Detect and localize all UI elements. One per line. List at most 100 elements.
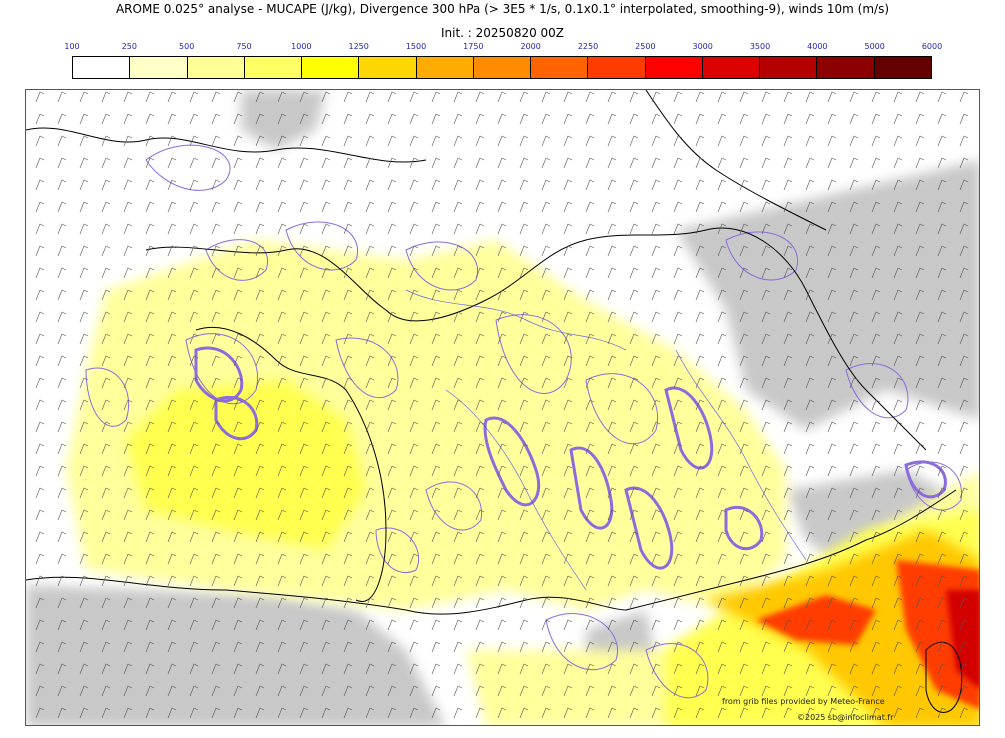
wind-barb [585, 553, 595, 565]
wind-barb [387, 135, 397, 147]
wind-barb [453, 157, 463, 169]
wind-barb [651, 267, 661, 279]
wind-barb [497, 289, 507, 301]
wind-barb [607, 443, 617, 455]
wind-barb [497, 377, 507, 389]
wind-barb [35, 575, 45, 587]
wind-barb [387, 553, 397, 565]
wind-barb [123, 333, 133, 345]
wind-barb [145, 421, 155, 433]
wind-barb [365, 619, 375, 631]
wind-barb [211, 333, 221, 345]
wind-barb [387, 289, 397, 301]
wind-barb [937, 91, 947, 103]
wind-barb [629, 663, 639, 675]
wind-barb [387, 685, 397, 697]
wind-barb [431, 553, 441, 565]
wind-barb [277, 553, 287, 565]
map-panel[interactable] [25, 89, 980, 726]
wind-barb [299, 223, 309, 235]
wind-barb [277, 399, 287, 411]
wind-barb [35, 157, 45, 169]
wind-barb [167, 443, 177, 455]
wind-barb [123, 223, 133, 235]
wind-barb [739, 311, 749, 323]
wind-barb [343, 619, 353, 631]
wind-barb [915, 91, 925, 103]
wind-barb [761, 641, 771, 653]
wind-barb [541, 531, 551, 543]
wind-barb [783, 663, 793, 675]
wind-barb [35, 113, 45, 125]
wind-barb [365, 641, 375, 653]
wind-barb [541, 333, 551, 345]
wind-barb [79, 355, 89, 367]
wind-barb [145, 509, 155, 521]
wind-barb [299, 663, 309, 675]
wind-barb [123, 113, 133, 125]
wind-barb [849, 553, 859, 565]
wind-barb [673, 641, 683, 653]
wind-barb [101, 399, 111, 411]
wind-barb [57, 355, 67, 367]
wind-barb [233, 157, 243, 169]
wind-barb [409, 377, 419, 389]
wind-barb [959, 245, 969, 257]
wind-barb [651, 333, 661, 345]
wind-barb [585, 663, 595, 675]
wind-barb [475, 641, 485, 653]
wind-barb [101, 355, 111, 367]
wind-barb [893, 597, 903, 609]
wind-barb [541, 355, 551, 367]
wind-barb [673, 289, 683, 301]
wind-barb [321, 267, 331, 279]
wind-barb [563, 201, 573, 213]
wind-barb [915, 443, 925, 455]
wind-barb [431, 91, 441, 103]
wind-barb [475, 663, 485, 675]
wind-barb [541, 399, 551, 411]
wind-barb [783, 201, 793, 213]
wind-barb [629, 597, 639, 609]
colorbar-tick-label: 2500 [635, 42, 656, 51]
wind-barb [189, 245, 199, 257]
wind-barb [123, 245, 133, 257]
wind-barb [717, 619, 727, 631]
wind-barb [189, 487, 199, 499]
wind-barb [299, 619, 309, 631]
wind-barb [255, 575, 265, 587]
wind-barb [101, 465, 111, 477]
wind-barb [739, 135, 749, 147]
wind-barb [893, 289, 903, 301]
wind-barb [827, 619, 837, 631]
wind-barb [321, 91, 331, 103]
wind-barb [387, 311, 397, 323]
wind-barb [277, 575, 287, 587]
wind-barb [277, 619, 287, 631]
wind-barb [805, 553, 815, 565]
wind-barb [189, 377, 199, 389]
wind-barb [937, 531, 947, 543]
wind-barb [431, 619, 441, 631]
wind-barb [739, 223, 749, 235]
wind-barb [695, 443, 705, 455]
colorbar [72, 56, 932, 79]
wind-barb [57, 179, 67, 191]
wind-barb [123, 267, 133, 279]
wind-barb [453, 267, 463, 279]
wind-barb [321, 355, 331, 367]
wind-barb [849, 509, 859, 521]
colorbar-ticks: 100 250 500 750 1000 1250 1500 1750 2000 2250 2500… [0, 42, 1005, 54]
wind-barb [431, 707, 441, 719]
wind-barb [673, 157, 683, 169]
wind-barb [959, 179, 969, 191]
wind-barb [453, 465, 463, 477]
wind-barb [211, 223, 221, 235]
wind-barb [299, 311, 309, 323]
wind-barb [651, 619, 661, 631]
wind-barb [79, 685, 89, 697]
wind-barb [607, 377, 617, 389]
wind-barb [475, 113, 485, 125]
wind-barb [211, 201, 221, 213]
wind-barb [189, 113, 199, 125]
